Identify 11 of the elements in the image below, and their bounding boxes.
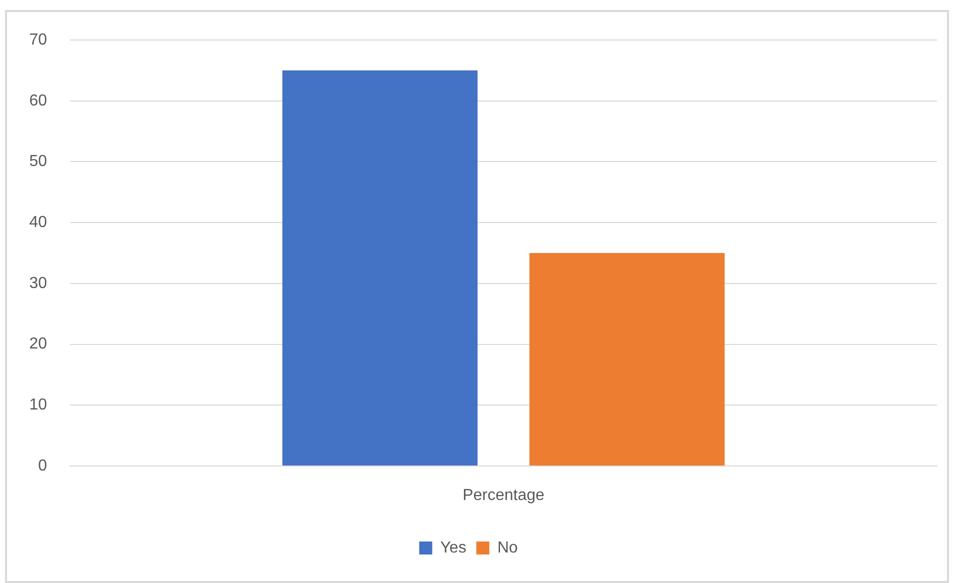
x-tick-label: Percentage: [462, 487, 545, 504]
y-tick-label: 30: [29, 274, 48, 292]
legend-label: Yes: [440, 539, 466, 556]
y-tick-label: 70: [29, 31, 48, 48]
y-tick-label: 60: [29, 92, 48, 110]
y-tick-label: 20: [29, 336, 48, 353]
y-tick-label: 50: [29, 153, 48, 170]
legend-label: No: [497, 539, 518, 556]
y-tick-label: 0: [38, 457, 48, 474]
y-tick-label: 40: [29, 214, 48, 231]
y-tick-label: 10: [29, 396, 48, 414]
